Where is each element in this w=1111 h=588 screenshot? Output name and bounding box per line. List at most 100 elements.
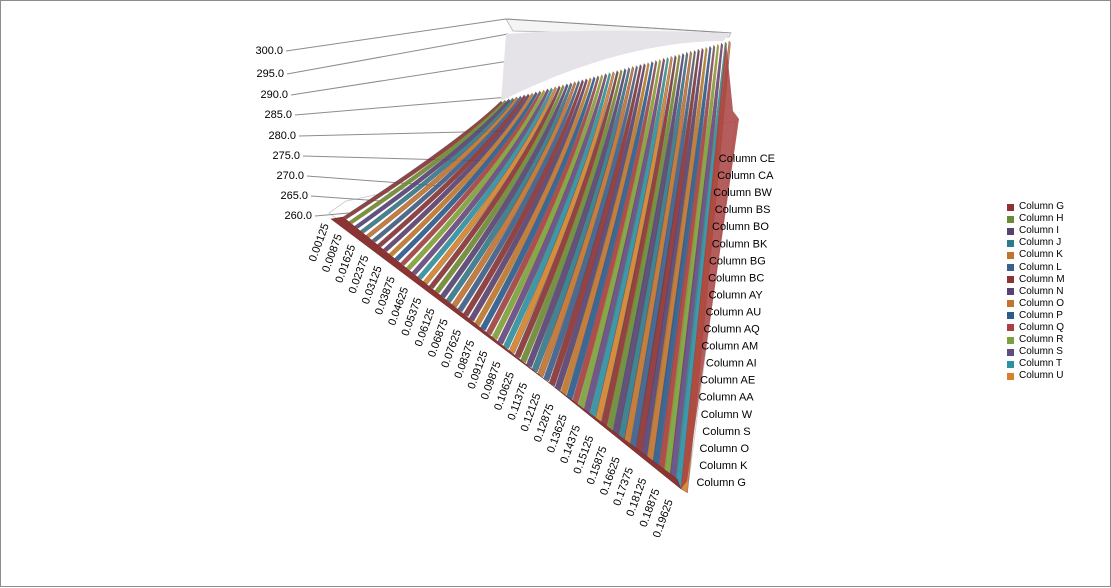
legend-label: Column G: [1019, 201, 1065, 213]
z-tick-label: 280.0: [268, 130, 296, 142]
z-tick-label: 260.0: [284, 210, 312, 222]
legend-label: Column R: [1019, 334, 1064, 346]
surface-ribbon: [451, 81, 577, 308]
depth-tick-label: Column S: [702, 426, 750, 438]
z-gridline: [294, 96, 510, 116]
legend-swatch: [1007, 276, 1014, 284]
surface-ribbon: [440, 83, 569, 299]
legend-item: Column T: [1007, 358, 1065, 370]
legend-swatch: [1007, 372, 1014, 380]
legend-label: Column I: [1019, 225, 1060, 237]
legend-item: Column Q: [1007, 322, 1065, 334]
surface-ribbon: [388, 92, 534, 257]
legend-label: Column J: [1019, 237, 1062, 249]
z-gridline: [505, 18, 732, 34]
z-gridline: [290, 60, 510, 96]
legend-label: Column O: [1019, 297, 1065, 309]
gridlines: [285, 18, 732, 217]
surface-ribbon: [382, 93, 530, 252]
depth-tick-label: Column BO: [712, 221, 769, 233]
z-gridline: [286, 33, 509, 75]
legend-item: Column P: [1007, 310, 1065, 322]
surface-ribbon: [434, 84, 565, 294]
legend-swatch: [1007, 227, 1014, 235]
depth-tick-label: Column BG: [709, 255, 766, 267]
legend-item: Column U: [1007, 370, 1065, 382]
legend-item: Column R: [1007, 334, 1065, 346]
legend-swatch: [1007, 251, 1014, 259]
surface-ribbon: [377, 94, 526, 248]
z-tick-label: 285.0: [264, 109, 292, 121]
legend-swatch: [1007, 348, 1014, 356]
z-tick-label: 265.0: [280, 190, 308, 202]
surface-top: [501, 30, 731, 101]
surface-ribbon: [445, 82, 573, 303]
legend-label: Column P: [1019, 309, 1063, 321]
surface-ribbons: [330, 30, 739, 494]
depth-tick-label: Column BC: [708, 272, 764, 284]
depth-tick-label: Column G: [696, 477, 746, 489]
depth-tick-label: Column AA: [699, 392, 755, 404]
legend-item: Column K: [1007, 249, 1065, 261]
legend-swatch: [1007, 203, 1014, 211]
depth-tick-label: Column O: [700, 443, 750, 455]
legend-item: Column G: [1007, 201, 1065, 213]
legend-label: Column T: [1019, 358, 1063, 370]
legend: Column G Column H Column I Column J Column K…: [1007, 201, 1065, 382]
z-tick-label: 270.0: [276, 170, 304, 182]
depth-tick-label: Column AQ: [703, 324, 760, 336]
surface-ribbon: [474, 77, 592, 327]
legend-swatch: [1007, 360, 1014, 368]
z-tick-label: 295.0: [256, 68, 284, 80]
legend-item: Column O: [1007, 298, 1065, 310]
legend-swatch: [1007, 239, 1014, 247]
legend-item: Column H: [1007, 213, 1065, 225]
z-tick-label: 275.0: [272, 150, 300, 162]
legend-item: Column I: [1007, 225, 1065, 237]
surface-ribbon: [411, 88, 550, 276]
depth-tick-label: Column BK: [712, 238, 768, 250]
depth-tick-label: Column AY: [709, 289, 764, 301]
depth-tick-label: Column K: [699, 460, 748, 472]
legend-item: Column M: [1007, 274, 1065, 286]
right-face: [681, 41, 739, 489]
legend-swatch: [1007, 264, 1014, 272]
z-tick-label: 290.0: [260, 89, 288, 101]
depth-axis-labels: Column CE Column CA Column BW Column BS Colu…: [696, 153, 775, 489]
legend-swatch: [1007, 215, 1014, 223]
surface-ribbon: [422, 86, 557, 285]
legend-swatch: [1007, 300, 1014, 308]
depth-tick-label: Column AM: [701, 341, 758, 353]
depth-tick-label: Column CA: [717, 170, 774, 182]
legend-swatch: [1007, 288, 1014, 296]
legend-swatch: [1007, 336, 1014, 344]
legend-item: Column J: [1007, 237, 1065, 249]
legend-label: Column H: [1019, 213, 1064, 225]
depth-tick-label: Column W: [701, 409, 753, 421]
depth-tick-label: Column CE: [719, 153, 775, 165]
legend-item: Column L: [1007, 261, 1065, 273]
legend-label: Column L: [1019, 261, 1062, 273]
legend-label: Column U: [1019, 370, 1064, 382]
legend-label: Column M: [1019, 273, 1065, 285]
legend-label: Column Q: [1019, 321, 1065, 333]
surface-ribbon: [394, 91, 538, 262]
surface-ribbon: [468, 78, 588, 322]
surface-ribbon: [342, 100, 503, 220]
surface-ribbon: [371, 95, 523, 243]
surface-ribbon: [428, 85, 561, 289]
depth-tick-label: Column AE: [700, 375, 755, 387]
legend-item: Column N: [1007, 286, 1065, 298]
depth-tick-label: Column BS: [715, 204, 771, 216]
surface-ribbon: [480, 76, 596, 331]
surface-ribbon: [405, 89, 546, 271]
legend-swatch: [1007, 312, 1014, 320]
z-gridline: [306, 175, 442, 187]
surface-ribbon: [457, 80, 581, 313]
surface-ribbon: [399, 90, 542, 266]
depth-tick-label: Column AU: [706, 306, 762, 318]
legend-label: Column S: [1019, 346, 1063, 358]
depth-tick-label: Column BW: [713, 187, 772, 199]
